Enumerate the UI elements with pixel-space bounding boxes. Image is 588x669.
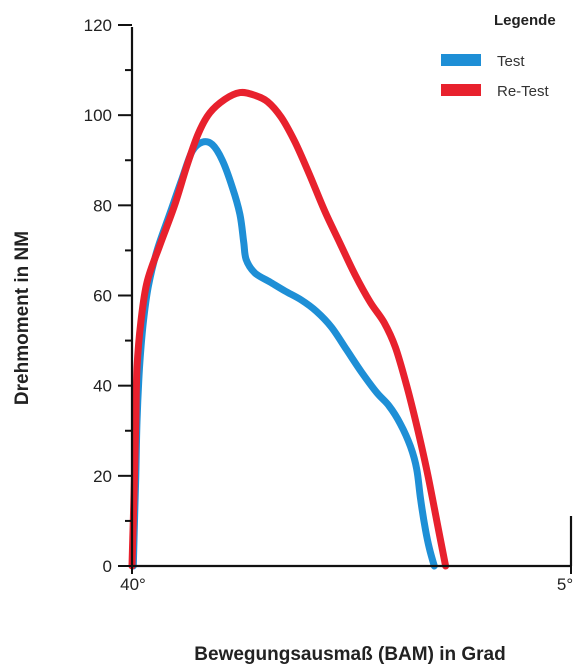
- legend-title: Legende: [494, 12, 556, 29]
- series-line-test: [129, 138, 438, 570]
- legend-label-retest: Re-Test: [497, 83, 550, 100]
- y-tick-label: 100: [84, 106, 112, 125]
- y-tick-label: 60: [93, 287, 112, 306]
- x-tick-label-end: 5°: [557, 575, 573, 594]
- y-tick-label: 20: [93, 467, 112, 486]
- y-tick-label: 40: [93, 377, 112, 396]
- y-tick-label: 120: [84, 16, 112, 35]
- y-tick-label: 80: [93, 196, 112, 215]
- legend-swatch-test: [441, 54, 481, 66]
- y-axis-title: Drehmoment in NM: [12, 231, 33, 405]
- legend-label-test: Test: [497, 53, 525, 70]
- y-tick-label: 0: [103, 557, 112, 576]
- axes: 0 20 40 60 80 100 120 40° 5°: [84, 16, 574, 594]
- x-tick-label-start: 40°: [120, 575, 146, 594]
- series-line-re-test: [128, 88, 450, 570]
- series-lines: [128, 88, 450, 570]
- x-axis-title: Bewegungsausmaß (BAM) in Grad: [194, 644, 505, 665]
- legend: Legende Test Re-Test: [441, 12, 556, 100]
- legend-swatch-retest: [441, 84, 481, 96]
